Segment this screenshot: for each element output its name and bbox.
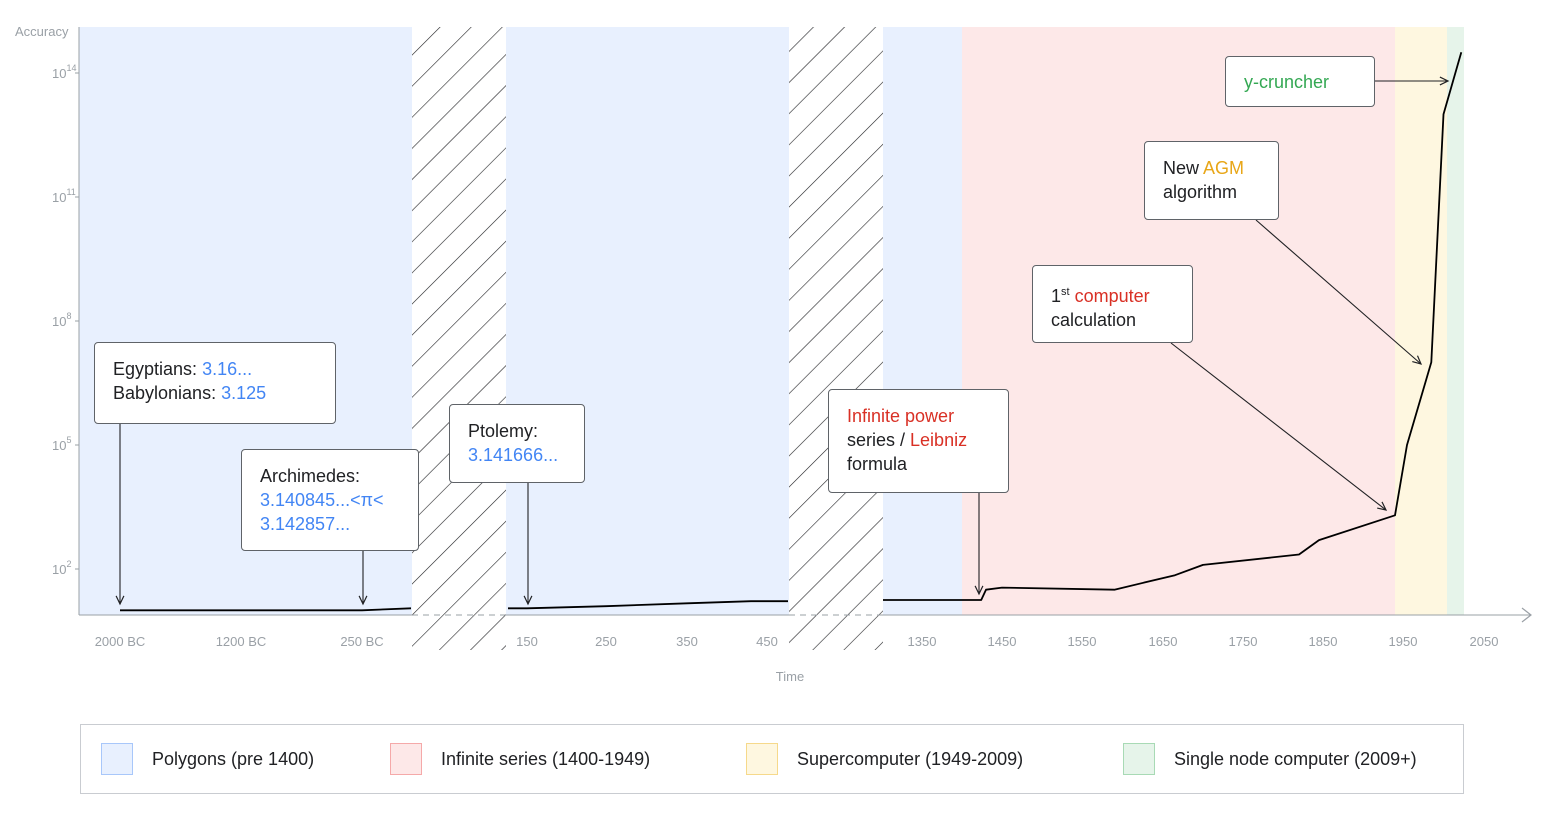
annotation-text: Leibniz <box>910 430 968 450</box>
annotation-leibniz: Infinite power series / Leibniz formula <box>828 389 1009 493</box>
annotation-text: algorithm <box>1163 182 1238 202</box>
axis-break-hatch-1 <box>412 27 506 650</box>
legend-swatch-infinite-series <box>390 743 422 775</box>
x-tick-label: 1950 <box>1389 634 1418 649</box>
annotation-text: 3.142857... <box>260 514 351 534</box>
annotation-text: New <box>1163 158 1204 178</box>
annotation-arrowhead-2 <box>523 595 533 606</box>
annotation-ptolemy: Ptolemy: 3.141666... <box>449 404 585 483</box>
y-tick-label: 105 <box>52 435 71 453</box>
annotation-archimedes: Archimedes: 3.140845...<π< 3.142857... <box>241 449 419 551</box>
legend: Polygons (pre 1400) Infinite series (140… <box>80 724 1464 794</box>
legend-item-single-node: Single node computer (2009+) <box>1123 742 1417 776</box>
annotation-first-computer: 1st computer calculation <box>1032 265 1193 343</box>
annotation-text: Ptolemy: <box>468 421 539 441</box>
legend-item-polygons: Polygons (pre 1400) <box>101 742 314 776</box>
x-tick-label: 250 BC <box>340 634 383 649</box>
annotation-text: series / <box>847 430 911 450</box>
annotation-arrow-5 <box>1255 219 1422 365</box>
legend-label-supercomputer: Supercomputer (1949-2009) <box>797 748 1024 769</box>
annotation-arrowhead-6 <box>1439 76 1450 86</box>
x-tick-label: 2050 <box>1470 634 1499 649</box>
legend-label-single-node: Single node computer (2009+) <box>1174 748 1417 769</box>
legend-item-supercomputer: Supercomputer (1949-2009) <box>746 742 1023 776</box>
annotation-y-cruncher: y-cruncher <box>1225 56 1375 107</box>
era-band-3 <box>1447 27 1464 615</box>
annotation-text: 3.141666... <box>468 445 559 465</box>
era-band-2 <box>1395 27 1447 615</box>
y-tick-label: 1014 <box>52 63 76 81</box>
legend-swatch-polygons <box>101 743 133 775</box>
annotation-agm: New AGM algorithm <box>1144 141 1279 220</box>
annotation-text: Archimedes: <box>260 466 361 486</box>
x-tick-label: 150 <box>516 634 538 649</box>
annotation-arrowhead-5 <box>1412 355 1423 365</box>
x-tick-label: 1200 BC <box>216 634 267 649</box>
x-tick-label: 1750 <box>1229 634 1258 649</box>
legend-swatch-supercomputer <box>746 743 778 775</box>
annotation-arrowhead-0 <box>115 595 125 606</box>
x-tick-label: 250 <box>595 634 617 649</box>
legend-item-infinite-series: Infinite series (1400-1949) <box>390 742 650 776</box>
annotation-egyptians: Egyptians: 3.16... Babylonians: 3.125 <box>94 342 336 424</box>
x-tick-label: 450 <box>756 634 778 649</box>
x-tick-label: 1650 <box>1149 634 1178 649</box>
annotation-text: Infinite power <box>847 406 955 426</box>
annotation-text: y-cruncher <box>1244 72 1330 92</box>
x-axis-label: Time <box>776 669 804 684</box>
x-axis-arrowhead <box>1521 607 1532 623</box>
annotation-text: 3.140845...<π< <box>260 490 384 510</box>
annotation-text: calculation <box>1051 310 1137 330</box>
annotation-text: 1 <box>1051 286 1062 306</box>
axis-break-hatch-2 <box>789 27 883 650</box>
annotation-arrowhead-4 <box>1377 501 1388 511</box>
x-tick-label: 1550 <box>1068 634 1097 649</box>
y-tick-label: 1011 <box>52 187 76 205</box>
x-tick-label: 350 <box>676 634 698 649</box>
data-line-segment-1 <box>508 600 788 610</box>
legend-label-infinite-series: Infinite series (1400-1949) <box>441 748 651 769</box>
annotation-text: formula <box>847 454 908 474</box>
annotation-text: Babylonians: <box>113 383 222 403</box>
annotation-arrowhead-3 <box>974 585 984 596</box>
annotation-text: 3.125 <box>221 383 267 403</box>
annotation-text: Egyptians: <box>113 359 203 379</box>
x-tick-label: 1450 <box>988 634 1017 649</box>
data-line-segment-2 <box>883 52 1463 601</box>
annotation-text: 3.16... <box>202 359 253 379</box>
y-axis-label: Accuracy <box>15 24 69 39</box>
y-tick-label: 102 <box>52 559 71 577</box>
annotation-text: AGM <box>1203 158 1245 178</box>
annotation-superscript: st <box>1061 286 1070 298</box>
x-tick-label: 2000 BC <box>95 634 146 649</box>
data-line-segment-0 <box>120 607 412 612</box>
legend-swatch-single-node <box>1123 743 1155 775</box>
annotation-arrow-4 <box>1170 342 1387 511</box>
legend-label-polygons: Polygons (pre 1400) <box>152 748 315 769</box>
x-tick-label: 1850 <box>1309 634 1338 649</box>
y-tick-label: 108 <box>52 311 71 329</box>
annotation-arrowhead-1 <box>358 595 368 606</box>
annotation-text: computer <box>1074 286 1150 306</box>
x-tick-label: 1350 <box>908 634 937 649</box>
